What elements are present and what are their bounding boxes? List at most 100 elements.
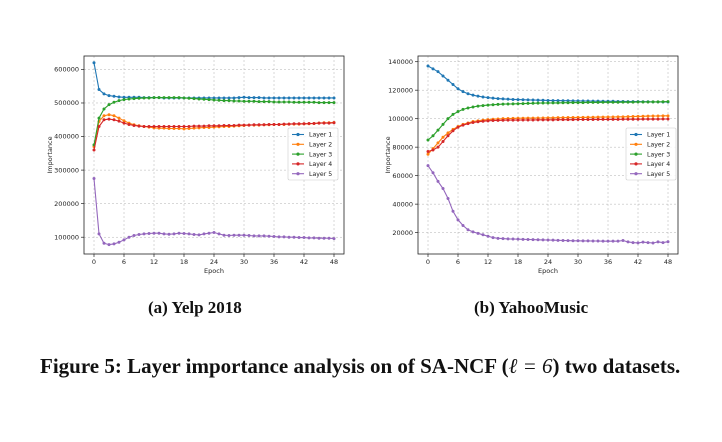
data-point [122, 121, 126, 125]
data-point [481, 233, 485, 237]
data-point [242, 95, 246, 99]
data-point [112, 118, 116, 122]
data-point [122, 95, 126, 99]
data-point [651, 117, 655, 121]
data-point [307, 100, 311, 104]
data-point [531, 238, 535, 242]
data-point [486, 234, 490, 238]
data-point [217, 96, 221, 100]
data-point [541, 118, 545, 122]
data-point [631, 117, 635, 121]
data-point [322, 236, 326, 240]
data-point [312, 236, 316, 240]
data-point [586, 115, 590, 119]
data-point [272, 100, 276, 104]
legend-label: Layer 5 [647, 171, 670, 178]
data-point [147, 96, 151, 100]
series-layer-4 [92, 117, 336, 152]
data-point [312, 121, 316, 125]
legend-label: Layer 3 [647, 151, 670, 158]
data-point [451, 112, 455, 116]
data-point [112, 114, 116, 118]
data-point [92, 148, 96, 152]
data-point [551, 118, 555, 122]
data-point [496, 97, 500, 101]
data-point [571, 101, 575, 105]
data-point [122, 98, 126, 102]
data-point [197, 233, 201, 237]
data-point [117, 95, 121, 99]
data-point [152, 96, 156, 100]
data-point [646, 241, 650, 245]
x-tick-label: 0 [426, 258, 430, 266]
data-point [282, 122, 286, 126]
data-point [102, 241, 106, 245]
data-point [576, 115, 580, 119]
data-point [252, 234, 256, 238]
legend-label: Layer 4 [647, 161, 670, 168]
data-point [426, 64, 430, 68]
data-point [471, 105, 475, 109]
data-point [182, 124, 186, 128]
data-point [202, 232, 206, 236]
data-point [596, 117, 600, 121]
y-tick-label: 400000 [54, 133, 79, 141]
data-point [302, 122, 306, 126]
data-point [566, 118, 570, 122]
data-point [476, 94, 480, 98]
data-point [107, 243, 111, 247]
data-point [92, 61, 96, 65]
data-point [262, 100, 266, 104]
data-point [152, 124, 156, 128]
data-point [102, 114, 106, 118]
data-point [222, 123, 226, 127]
data-point [247, 234, 251, 238]
data-point [651, 241, 655, 245]
y-tick-label: 100000 [388, 115, 413, 123]
data-point [666, 100, 670, 104]
data-point [172, 124, 176, 128]
data-point [556, 118, 560, 122]
series-layer-3 [92, 96, 336, 147]
data-point [651, 100, 655, 104]
legend: Layer 1 Layer 2 Layer 3 Layer 4 Layer 5 [625, 127, 677, 181]
legend-label: Layer 4 [309, 161, 332, 168]
data-point [506, 118, 510, 122]
data-point [441, 122, 445, 126]
data-point [187, 124, 191, 128]
data-point [282, 235, 286, 239]
data-point [217, 98, 221, 102]
data-point [426, 138, 430, 142]
data-point [252, 123, 256, 127]
legend-label: Layer 2 [309, 142, 332, 149]
data-point [142, 232, 146, 236]
data-point [606, 239, 610, 243]
x-tick-label: 42 [300, 258, 308, 266]
data-point [302, 100, 306, 104]
data-point [167, 96, 171, 100]
data-point [117, 99, 121, 103]
data-point [586, 100, 590, 104]
data-point [237, 99, 241, 103]
data-point [626, 240, 630, 244]
data-point [541, 98, 545, 102]
y-tick-label: 600000 [54, 66, 79, 74]
data-point [526, 101, 530, 105]
data-point [277, 96, 281, 100]
data-point [531, 101, 535, 105]
data-point [656, 117, 660, 121]
data-point [436, 145, 440, 149]
data-point [297, 100, 301, 104]
data-point [297, 96, 301, 100]
subcaption-yahoomusic: (b) YahooMusic [474, 298, 589, 317]
data-point [476, 231, 480, 235]
data-point [132, 97, 136, 101]
x-tick-label: 48 [664, 258, 672, 266]
data-point [327, 101, 331, 105]
data-point [197, 97, 201, 101]
data-point [232, 99, 236, 103]
legend-swatch-marker [296, 132, 300, 137]
data-point [127, 97, 131, 101]
data-point [601, 117, 605, 121]
y-tick-label: 120000 [388, 86, 413, 94]
